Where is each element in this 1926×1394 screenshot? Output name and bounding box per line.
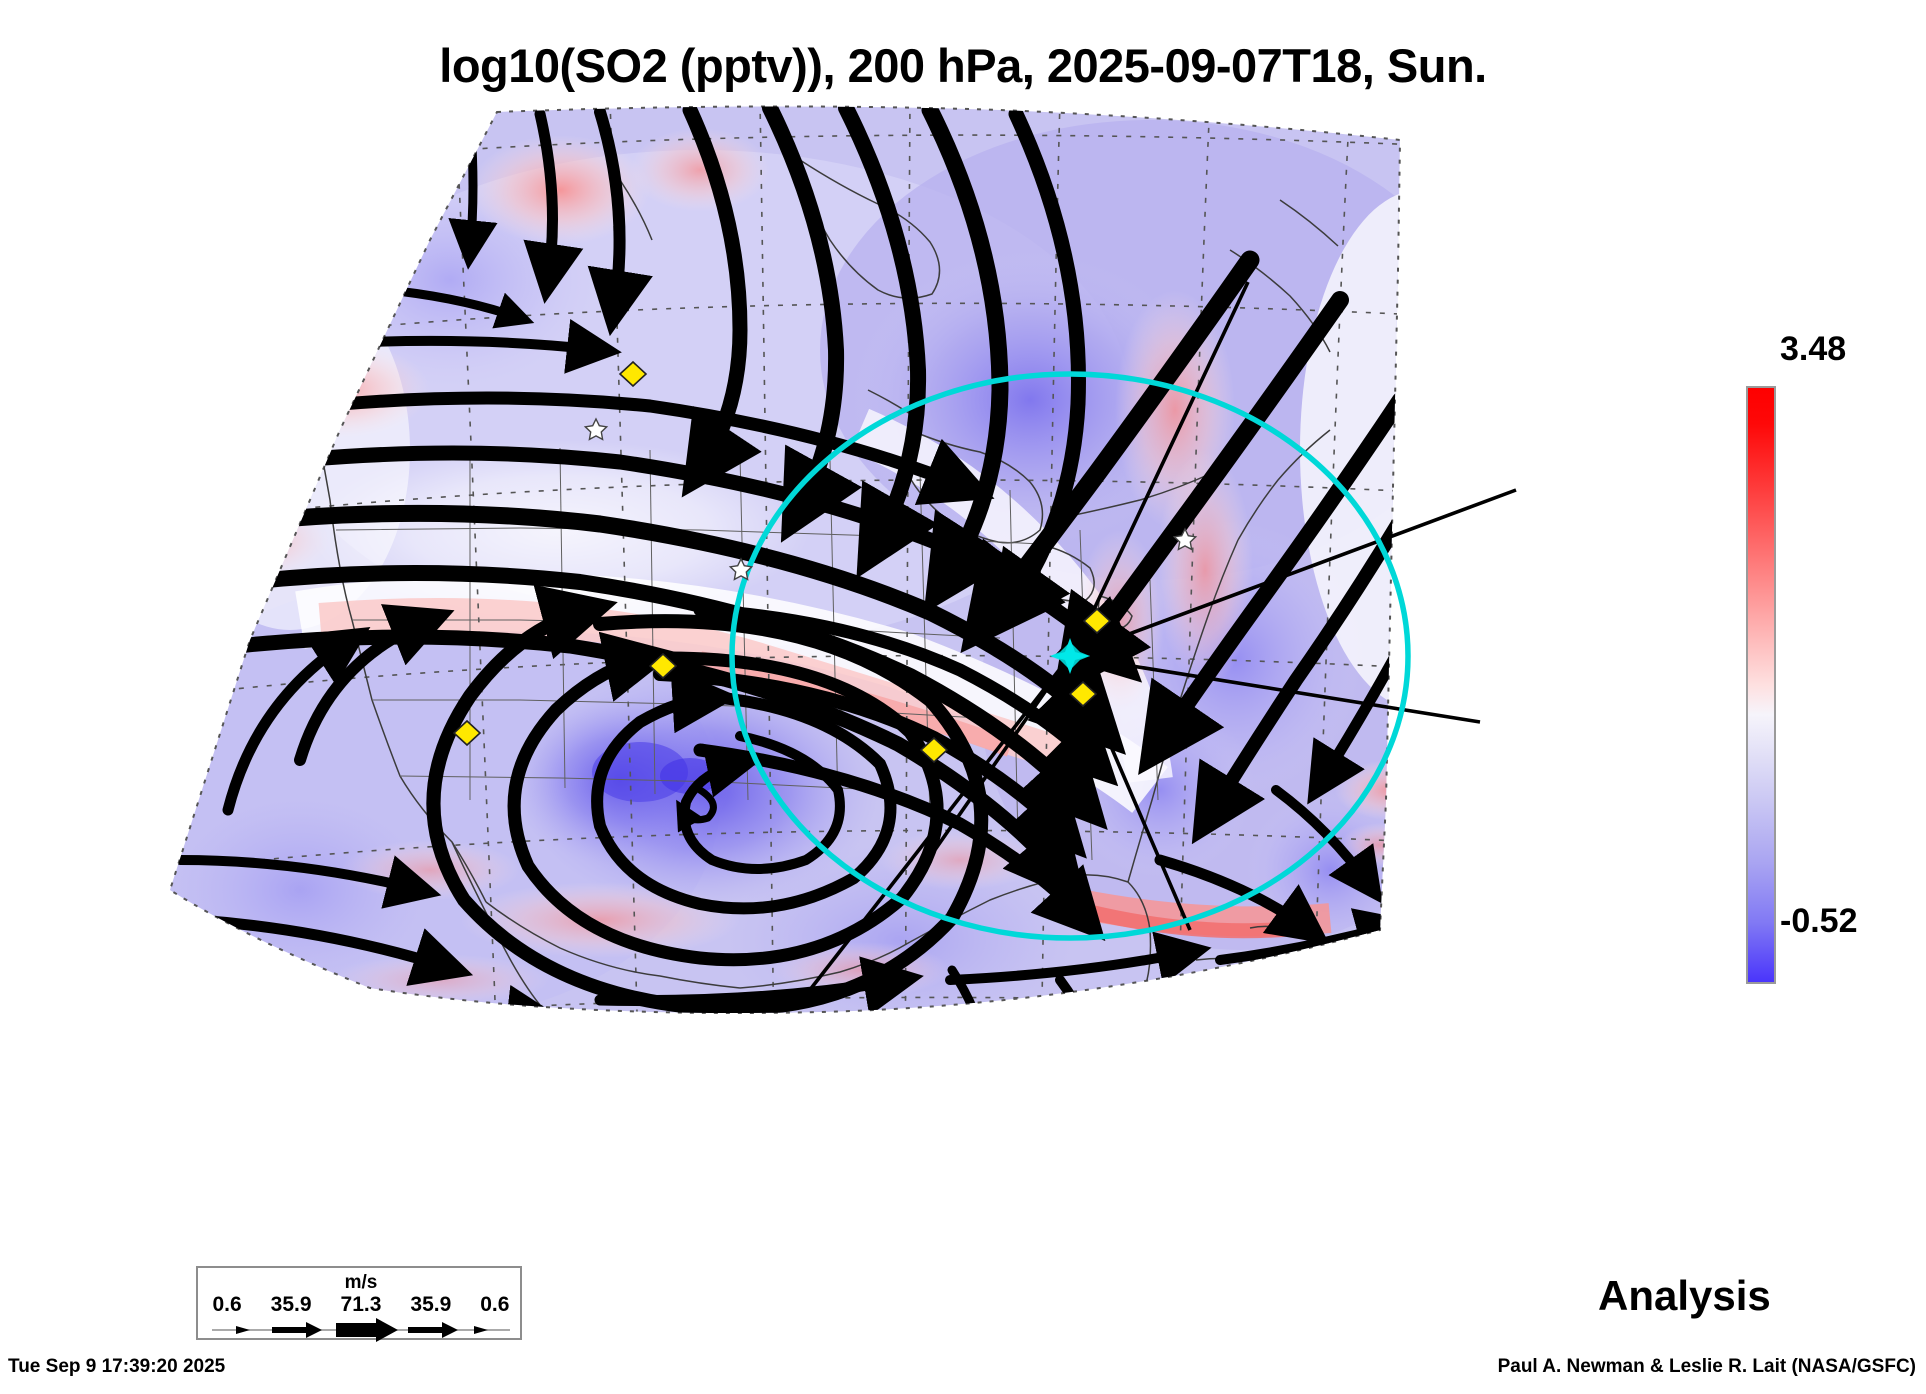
wind-tick-3: 35.9 bbox=[410, 1293, 452, 1316]
station-marker bbox=[452, 719, 482, 747]
center-star-marker[interactable] bbox=[1050, 638, 1090, 674]
colorbar-max-label: 3.48 bbox=[1780, 330, 1847, 368]
station-marker bbox=[618, 360, 648, 388]
map-panel[interactable] bbox=[0, 100, 1700, 1120]
station-marker bbox=[1082, 607, 1112, 635]
colorbar-min-label: -0.52 bbox=[1780, 902, 1858, 940]
wind-tick-0: 0.6 bbox=[212, 1293, 242, 1316]
map-svg[interactable] bbox=[0, 100, 1700, 1120]
colorbar-gradient bbox=[1746, 386, 1776, 984]
range-ring bbox=[729, 371, 1411, 941]
wind-streamlines bbox=[170, 106, 1400, 1013]
page-title: log10(SO2 (pptv)), 200 hPa, 2025-09-07T1… bbox=[439, 39, 1487, 92]
wind-speed-legend: m/s 0.6 35.9 71.3 35.9 0.6 bbox=[196, 1266, 524, 1342]
wind-legend-ticks: 0.6 35.9 71.3 35.9 0.6 bbox=[198, 1293, 524, 1316]
render-timestamp: Tue Sep 9 17:39:20 2025 bbox=[8, 1356, 226, 1377]
station-marker bbox=[648, 652, 678, 680]
station-marker bbox=[1068, 680, 1098, 708]
open-star-markers bbox=[583, 417, 1198, 581]
author-credit: Paul A. Newman & Leslie R. Lait (NASA/GS… bbox=[1497, 1356, 1916, 1377]
analysis-label: Analysis bbox=[1598, 1272, 1771, 1319]
wind-legend-arrows bbox=[198, 1318, 524, 1342]
wind-tick-2: 71.3 bbox=[340, 1293, 382, 1316]
wind-legend-unit: m/s bbox=[344, 1272, 378, 1293]
so2-field bbox=[170, 106, 1400, 1013]
station-markers[interactable] bbox=[452, 360, 1112, 764]
station-marker bbox=[919, 736, 949, 764]
wind-tick-1: 35.9 bbox=[270, 1293, 312, 1316]
wind-tick-4: 0.6 bbox=[480, 1293, 510, 1316]
colorbar-panel: 3.48 -0.52 bbox=[1720, 330, 1926, 1030]
